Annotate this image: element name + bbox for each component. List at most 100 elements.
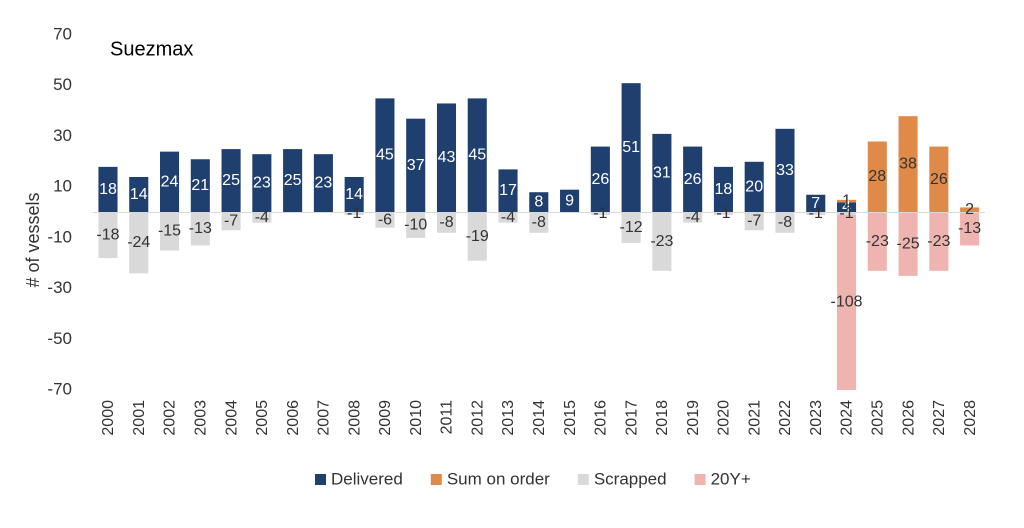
bar <box>467 212 487 261</box>
bar <box>960 207 980 213</box>
x-tick-label: 2018 <box>654 400 671 436</box>
bar <box>652 133 672 213</box>
x-tick-label: 2008 <box>346 400 363 436</box>
bar <box>436 212 457 233</box>
data-label: 18 <box>715 181 733 198</box>
x-tick-label: 2017 <box>623 400 640 436</box>
bar <box>159 212 180 251</box>
x-tick-label: 2026 <box>900 400 917 436</box>
x-tick-label: 2014 <box>531 400 548 436</box>
data-label: 26 <box>591 171 609 188</box>
bar <box>436 103 457 213</box>
bar <box>590 146 610 213</box>
legend-swatch <box>694 474 706 485</box>
x-tick-label: 2000 <box>100 400 117 436</box>
bar <box>898 212 918 276</box>
bar <box>221 149 241 213</box>
bar <box>775 212 795 233</box>
data-label: -1 <box>347 205 361 222</box>
chart-title: Suezmax <box>110 38 193 60</box>
bar <box>313 154 333 213</box>
data-label: -18 <box>96 227 119 244</box>
x-tick-label: 2024 <box>839 400 856 436</box>
bar <box>129 177 149 213</box>
x-tick-label: 2003 <box>193 400 210 436</box>
data-label: 25 <box>284 172 302 189</box>
data-label: -4 <box>501 209 515 226</box>
bar <box>344 177 364 213</box>
bar <box>898 116 918 213</box>
bar <box>498 169 518 213</box>
bar <box>283 149 303 213</box>
x-tick-label: 2022 <box>777 400 794 436</box>
legend-label: Scrapped <box>594 469 667 488</box>
bar <box>652 212 672 271</box>
bar <box>744 212 764 231</box>
y-tick-label: -70 <box>47 379 72 398</box>
data-label: 20 <box>745 178 763 195</box>
bar <box>867 141 887 213</box>
x-tick-label: 2005 <box>254 400 271 436</box>
data-label: -1 <box>809 205 823 222</box>
bar <box>867 212 887 271</box>
data-label: 25 <box>222 172 240 189</box>
data-label: 9 <box>565 192 574 209</box>
data-label: -13 <box>189 220 212 237</box>
data-label: 45 <box>376 147 394 164</box>
data-label: 14 <box>345 186 363 203</box>
x-tick-label: 2006 <box>285 400 302 436</box>
data-label: 31 <box>653 164 671 181</box>
data-label: -4 <box>255 209 269 226</box>
legend-swatch <box>577 474 589 485</box>
data-label: 21 <box>191 177 209 194</box>
x-tick-label: 2025 <box>870 400 887 436</box>
y-tick-label: -50 <box>47 329 72 348</box>
x-tick-label: 2001 <box>131 400 148 436</box>
bar <box>929 146 949 213</box>
data-label: 45 <box>468 147 486 164</box>
data-label: -24 <box>127 234 150 251</box>
data-label: 26 <box>930 171 948 188</box>
data-label: 2 <box>965 201 974 218</box>
y-tick-label: 70 <box>53 24 72 43</box>
data-label: 33 <box>776 162 794 179</box>
data-label: -12 <box>620 219 643 236</box>
bar <box>467 98 487 213</box>
plot-area <box>98 83 980 390</box>
y-tick-label: -30 <box>47 278 72 297</box>
x-tick-label: 2010 <box>408 400 425 436</box>
data-label: -19 <box>466 228 489 245</box>
bar <box>375 212 395 228</box>
bar <box>929 212 949 271</box>
y-axis-label: # of vessels <box>23 192 43 287</box>
data-label: 7 <box>811 195 820 212</box>
x-tick-label: 2002 <box>162 400 179 436</box>
bar <box>252 212 272 223</box>
bar <box>98 212 118 259</box>
data-label: 38 <box>899 156 917 173</box>
bar <box>529 192 549 213</box>
bar <box>836 212 857 216</box>
bar <box>621 212 641 243</box>
y-tick-label: 30 <box>53 126 72 145</box>
legend-swatch <box>430 474 442 485</box>
bar <box>836 202 857 213</box>
bar <box>683 146 703 213</box>
bar <box>621 83 641 213</box>
bar <box>713 212 733 216</box>
legend-label: Sum on order <box>447 469 550 488</box>
data-label: 26 <box>684 171 702 188</box>
x-tick-label: 2020 <box>716 400 733 436</box>
data-label: 23 <box>253 175 271 192</box>
x-tick-label: 2013 <box>500 400 517 436</box>
x-tick-label: 2028 <box>962 400 979 436</box>
data-label: -1 <box>716 205 730 222</box>
x-tick-label: 2019 <box>685 400 702 436</box>
data-label: 24 <box>161 173 179 190</box>
data-label: -108 <box>831 294 863 311</box>
data-label: -4 <box>686 209 700 226</box>
data-label: 1 <box>842 192 851 209</box>
data-label: -10 <box>404 216 427 233</box>
bar <box>406 118 426 213</box>
x-tick-label: 2023 <box>808 400 825 436</box>
